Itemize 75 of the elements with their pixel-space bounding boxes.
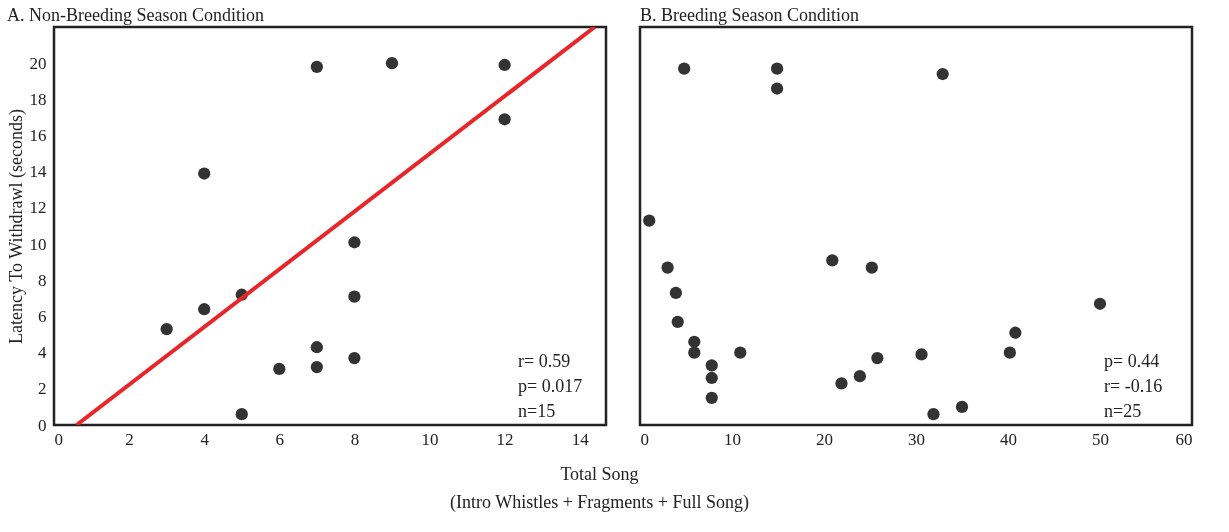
point <box>310 341 323 354</box>
x-tick-label: 60 <box>1175 429 1193 449</box>
point <box>310 60 323 73</box>
x-tick-label: 50 <box>1092 429 1109 449</box>
point <box>835 377 848 390</box>
x-tick-label: 30 <box>908 429 925 449</box>
x-tick-label: 10 <box>421 429 439 449</box>
y-tick-label: 12 <box>29 198 47 218</box>
x-tick-label: 10 <box>724 429 741 449</box>
point <box>1003 346 1016 359</box>
point <box>688 346 701 359</box>
point <box>310 361 323 374</box>
annotation: r= 0.59 <box>518 351 571 371</box>
x-tick-label: 8 <box>350 429 360 449</box>
y-tick-label: 0 <box>38 415 47 435</box>
point <box>936 67 949 81</box>
x-tick-label: 2 <box>125 429 134 449</box>
y-tick-label: 8 <box>38 270 47 290</box>
point <box>348 236 361 249</box>
point <box>1009 326 1022 339</box>
x-tick-label: 0 <box>640 429 649 449</box>
x-axis-title: Total Song (Intro Whistles + Fragments + Full Song) <box>450 464 749 514</box>
y-tick-label: 6 <box>38 306 47 326</box>
point <box>688 335 701 348</box>
point <box>853 370 866 383</box>
x-tick-label: 6 <box>275 429 285 449</box>
annotation: n=15 <box>518 401 556 421</box>
x-tick-label: 40 <box>1000 429 1017 449</box>
point <box>734 346 747 359</box>
y-tick-label: 2 <box>38 379 47 399</box>
point <box>678 62 691 75</box>
chart-title: B. Breeding Season Condition <box>640 5 859 25</box>
point <box>273 362 286 376</box>
point <box>955 400 969 414</box>
annotation: p= 0.44 <box>1104 351 1160 371</box>
y-tick-label: 10 <box>29 234 47 254</box>
y-tick-label: 20 <box>29 53 47 73</box>
point <box>671 315 684 328</box>
point <box>705 391 718 404</box>
point <box>705 359 718 372</box>
y-tick-label: 14 <box>29 162 47 182</box>
annotation: p= 0.017 <box>518 376 583 396</box>
point <box>198 303 211 316</box>
point <box>770 62 784 75</box>
point <box>498 113 511 126</box>
chart-title: A. Non-Breeding Season Condition <box>7 5 264 25</box>
point <box>198 167 211 180</box>
y-axis-title: Latency To Withdrawl (seconds) <box>5 109 27 344</box>
x-tick-label: 0 <box>54 429 63 449</box>
point <box>385 57 399 70</box>
x-tick-label: 20 <box>816 429 833 449</box>
point <box>871 351 884 365</box>
x-tick-label: 12 <box>496 429 514 449</box>
y-tick-label: 4 <box>38 343 47 363</box>
point <box>826 254 839 267</box>
x-tick-label: 14 <box>571 429 590 449</box>
point <box>160 323 173 336</box>
x-tick-label: 4 <box>200 429 210 449</box>
point <box>669 286 682 300</box>
point <box>661 261 674 274</box>
y-tick-label: 16 <box>29 126 47 146</box>
annotation: r= -0.16 <box>1104 376 1163 396</box>
point <box>927 408 940 421</box>
point <box>865 261 878 274</box>
point <box>643 214 656 227</box>
point <box>705 371 718 385</box>
point <box>498 58 511 72</box>
point <box>915 348 928 361</box>
annotation: n=25 <box>1104 401 1142 421</box>
point <box>348 351 361 365</box>
point <box>770 82 784 95</box>
y-tick-label: 18 <box>29 89 47 109</box>
point <box>1093 297 1107 310</box>
point <box>348 290 361 303</box>
point <box>235 408 248 421</box>
